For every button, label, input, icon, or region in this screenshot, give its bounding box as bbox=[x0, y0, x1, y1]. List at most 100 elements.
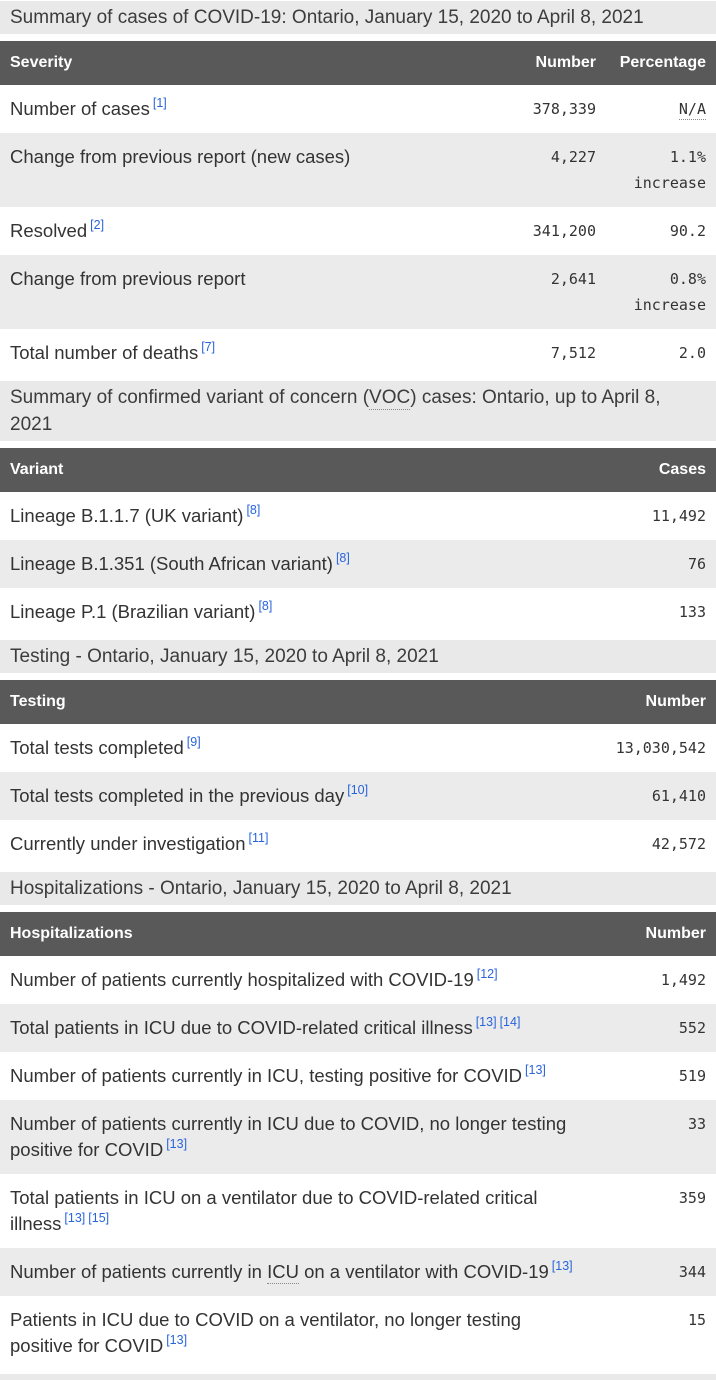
footnote-marker: [9] bbox=[187, 735, 201, 749]
table-header-row: Variant Cases bbox=[0, 448, 716, 492]
footnote-link[interactable]: [13] bbox=[166, 1136, 188, 1151]
footnote-link[interactable]: [13] bbox=[525, 1062, 546, 1077]
footnote-marker: [13] bbox=[166, 1333, 187, 1347]
case-summary-table: Severity Number Percentage Number of cas… bbox=[0, 41, 716, 377]
row-label: Number of cases [1] bbox=[10, 95, 167, 119]
row-value: 76 bbox=[687, 555, 706, 573]
footnote-link[interactable]: [2] bbox=[90, 217, 105, 232]
row-label: Number of patients currently in ICU, tes… bbox=[10, 1062, 546, 1086]
footnote-link[interactable]: [1] bbox=[152, 95, 167, 110]
row-label: Lineage B.1.1.7 (UK variant) [8] bbox=[10, 502, 261, 526]
row-value: 344 bbox=[678, 1263, 706, 1281]
footnote-marker: [8] bbox=[258, 599, 272, 613]
next-section-heading-partial bbox=[0, 1374, 716, 1380]
row-label: Change from previous report (new cases) bbox=[10, 146, 351, 167]
col-header-cases: Cases bbox=[586, 448, 716, 492]
row-number: 2,641 bbox=[550, 270, 596, 288]
row-value: 1,492 bbox=[660, 971, 706, 989]
row-percentage: 90.2 bbox=[669, 222, 706, 240]
row-label: Total patients in ICU due to COVID-relat… bbox=[10, 1014, 521, 1038]
testing-section: Testing - Ontario, January 15, 2020 to A… bbox=[0, 640, 716, 868]
table-row: Total number of deaths [7] 7,512 2.0 bbox=[0, 329, 716, 377]
row-label: Total tests completed [9] bbox=[10, 734, 201, 758]
footnote-marker: [13] bbox=[166, 1137, 187, 1151]
row-value: 13,030,542 bbox=[615, 739, 706, 757]
row-value: 519 bbox=[678, 1067, 706, 1085]
footnote-marker: [10] bbox=[347, 783, 368, 797]
col-header-severity: Severity bbox=[0, 41, 476, 85]
col-header-number: Number bbox=[586, 680, 716, 724]
table-header-row: Hospitalizations Number bbox=[0, 912, 716, 956]
footnote-link[interactable]: [8] bbox=[335, 550, 350, 565]
row-label: Total number of deaths [7] bbox=[10, 339, 216, 363]
row-percentage: 1.1% increase bbox=[633, 148, 706, 192]
table-row: Resolved [2] 341,200 90.2 bbox=[0, 207, 716, 255]
footnote-link[interactable]: [8] bbox=[258, 598, 273, 613]
table-row: Number of patients currently in ICU, tes… bbox=[0, 1052, 716, 1100]
col-header-number: Number bbox=[476, 41, 606, 85]
row-label: Lineage P.1 (Brazilian variant) [8] bbox=[10, 598, 273, 622]
abbr-icu: ICU bbox=[267, 1261, 299, 1284]
footnote-marker: [13] bbox=[552, 1259, 573, 1273]
row-number: 7,512 bbox=[550, 344, 596, 362]
row-percentage: 2.0 bbox=[678, 344, 706, 362]
row-value: 133 bbox=[678, 603, 706, 621]
table-row: Number of cases [1] 378,339 N/A bbox=[0, 85, 716, 133]
row-percentage: N/A bbox=[606, 85, 716, 133]
table-row: Total tests completed in the previous da… bbox=[0, 772, 716, 820]
footnote-marker: [15] bbox=[88, 1211, 109, 1225]
footnote-link[interactable]: [13] bbox=[551, 1258, 573, 1273]
row-number: 4,227 bbox=[550, 148, 596, 166]
footnote-marker: [11] bbox=[249, 831, 269, 845]
footnote-marker: [1] bbox=[153, 96, 167, 110]
case-summary-heading: Summary of cases of COVID-19: Ontario, J… bbox=[0, 1, 716, 34]
row-label: Lineage B.1.351 (South African variant)[… bbox=[10, 550, 350, 574]
footnote-link[interactable]: [15] bbox=[88, 1210, 110, 1225]
col-header-hospitalizations: Hospitalizations bbox=[0, 912, 586, 956]
row-value: 33 bbox=[687, 1115, 706, 1133]
table-row: Change from previous report (new cases) … bbox=[0, 133, 716, 207]
table-row: Currently under investigation [11] 42,572 bbox=[0, 820, 716, 868]
row-value: 61,410 bbox=[651, 787, 706, 805]
footnote-link[interactable]: [13] bbox=[64, 1210, 86, 1225]
table-row: Number of patients currently in ICU on a… bbox=[0, 1248, 716, 1296]
table-header-row: Severity Number Percentage bbox=[0, 41, 716, 85]
footnote-link[interactable]: [12] bbox=[476, 966, 498, 981]
row-label: Currently under investigation [11] bbox=[10, 830, 269, 854]
table-row: Patients in ICU due to COVID on a ventil… bbox=[0, 1296, 716, 1370]
footnote-marker: [2] bbox=[90, 218, 104, 232]
row-value: 11,492 bbox=[651, 507, 706, 525]
table-header-row: Testing Number bbox=[0, 680, 716, 724]
row-label: Number of patients currently hospitalize… bbox=[10, 966, 498, 990]
footnote-marker: [13] bbox=[476, 1015, 497, 1029]
hospitalizations-heading: Hospitalizations - Ontario, January 15, … bbox=[0, 872, 716, 905]
col-header-percentage: Percentage bbox=[606, 41, 716, 85]
footnote-link[interactable]: [9] bbox=[186, 734, 201, 749]
table-row: Total tests completed [9] 13,030,542 bbox=[0, 724, 716, 772]
footnote-link[interactable]: [13] bbox=[166, 1332, 188, 1347]
footnote-link[interactable]: [8] bbox=[246, 502, 261, 517]
footnote-marker: [8] bbox=[246, 503, 260, 517]
row-label: Total patients in ICU on a ventilator du… bbox=[10, 1187, 538, 1234]
footnote-link[interactable]: [13] bbox=[475, 1014, 497, 1029]
abbr-na: N/A bbox=[678, 100, 706, 120]
voc-summary-table: Variant Cases Lineage B.1.1.7 (UK varian… bbox=[0, 448, 716, 636]
row-value: 42,572 bbox=[651, 835, 706, 853]
footnote-marker: [7] bbox=[201, 340, 215, 354]
col-header-number: Number bbox=[586, 912, 716, 956]
footnote-link[interactable]: [10] bbox=[347, 782, 369, 797]
voc-summary-section: Summary of confirmed variant of concern … bbox=[0, 381, 716, 636]
footnote-link[interactable]: [11] bbox=[248, 830, 269, 845]
abbr-voc: VOC bbox=[369, 387, 411, 410]
row-number: 341,200 bbox=[532, 222, 596, 240]
row-label: Total tests completed in the previous da… bbox=[10, 782, 369, 806]
footnote-marker: [8] bbox=[336, 551, 350, 565]
footnote-link[interactable]: [7] bbox=[201, 339, 216, 354]
row-label: Change from previous report bbox=[10, 268, 246, 289]
table-row: Total patients in ICU due to COVID-relat… bbox=[0, 1004, 716, 1052]
table-row: Total patients in ICU on a ventilator du… bbox=[0, 1174, 716, 1248]
row-percentage: 0.8% increase bbox=[633, 270, 706, 314]
footnote-link[interactable]: [14] bbox=[499, 1014, 521, 1029]
row-number: 378,339 bbox=[532, 100, 596, 118]
